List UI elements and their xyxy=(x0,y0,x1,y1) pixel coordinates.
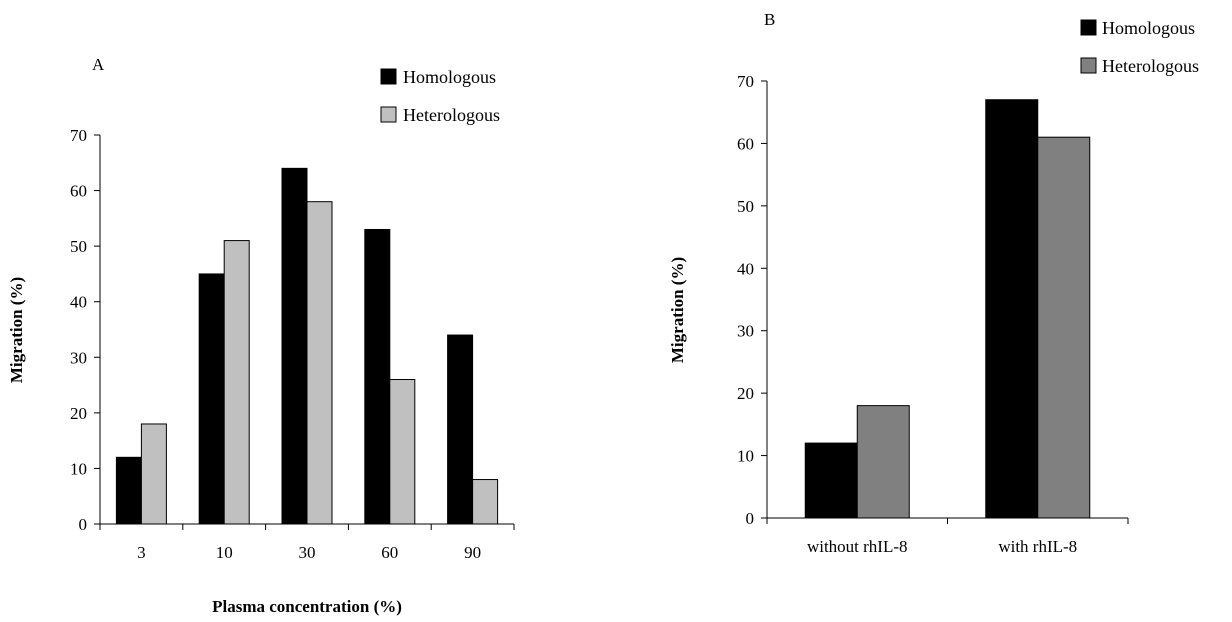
legend-swatch-heterologous-b xyxy=(1080,57,1097,74)
y-tick-label: 60 xyxy=(70,182,87,201)
bar-heterologous-30 xyxy=(306,201,333,525)
y-tick-label: 30 xyxy=(70,348,87,367)
y-tick-label: 50 xyxy=(737,197,754,216)
bar-homologous-3 xyxy=(115,456,142,525)
plot-area-b: 0 10 20 30 40 50 60 70 without rhIL-8 with rhIL-8 xyxy=(737,72,1129,556)
bar-heterologous-3 xyxy=(140,423,167,525)
bar-homologous-90 xyxy=(447,334,474,525)
y-tick-label: 0 xyxy=(746,509,755,528)
bar-homologous-without-rhil-8 xyxy=(804,442,858,519)
y-axis-title-a: Migration (%) xyxy=(7,277,26,383)
chart-panel-a: A Migration (%) Plasma concentration (%)… xyxy=(7,55,515,616)
legend-label-heterologous-b: Heterologous xyxy=(1102,56,1199,76)
legend-swatch-heterologous-a xyxy=(380,106,397,123)
y-tick-label: 20 xyxy=(737,384,754,403)
y-tick-label: 20 xyxy=(70,404,87,423)
x-tick-label: 30 xyxy=(299,543,316,562)
x-tick-label: without rhIL-8 xyxy=(807,537,908,556)
bar-homologous-60 xyxy=(364,228,391,525)
y-axis-title-b: Migration (%) xyxy=(668,257,687,363)
panel-label-a: A xyxy=(92,55,105,74)
legend-a: Homologous Heterologous xyxy=(380,67,500,125)
y-tick-label: 10 xyxy=(70,459,87,478)
y-tick-label: 70 xyxy=(70,126,87,145)
bar-heterologous-60 xyxy=(389,379,416,525)
bar-heterologous-with-rhil-8 xyxy=(1037,136,1091,519)
x-tick-label: with rhIL-8 xyxy=(998,537,1077,556)
bar-heterologous-without-rhil-8 xyxy=(856,405,910,519)
y-tick-label: 40 xyxy=(70,293,87,312)
y-tick-label: 0 xyxy=(79,515,88,534)
legend-label-heterologous-a: Heterologous xyxy=(403,105,500,125)
x-tick-label: 3 xyxy=(137,543,146,562)
x-tick-label: 10 xyxy=(216,543,233,562)
x-tick-label: 90 xyxy=(464,543,481,562)
y-tick-label: 70 xyxy=(737,72,754,91)
chart-panel-b: B Migration (%) Homologous Heterologous … xyxy=(668,10,1199,556)
legend-b: Homologous Heterologous xyxy=(1080,18,1199,76)
y-tick-label: 10 xyxy=(737,447,754,466)
legend-swatch-homologous-b xyxy=(1080,19,1097,36)
bar-homologous-10 xyxy=(198,273,225,525)
legend-label-homologous-a: Homologous xyxy=(403,67,496,87)
x-tick-label: 60 xyxy=(381,543,398,562)
y-tick-label: 40 xyxy=(737,259,754,278)
bar-homologous-with-rhil-8 xyxy=(985,99,1039,519)
y-tick-label: 60 xyxy=(737,134,754,153)
plot-area-a: 0 10 20 30 40 50 60 70 3 10 30 60 90 xyxy=(70,126,515,562)
legend-label-homologous-b: Homologous xyxy=(1102,18,1195,38)
legend-swatch-homologous-a xyxy=(380,68,397,85)
bar-heterologous-90 xyxy=(472,479,499,525)
bar-homologous-30 xyxy=(281,167,308,525)
panel-label-b: B xyxy=(764,10,775,29)
y-tick-label: 30 xyxy=(737,322,754,341)
x-axis-title-a: Plasma concentration (%) xyxy=(212,597,402,616)
bar-heterologous-10 xyxy=(223,240,250,525)
y-tick-label: 50 xyxy=(70,237,87,256)
